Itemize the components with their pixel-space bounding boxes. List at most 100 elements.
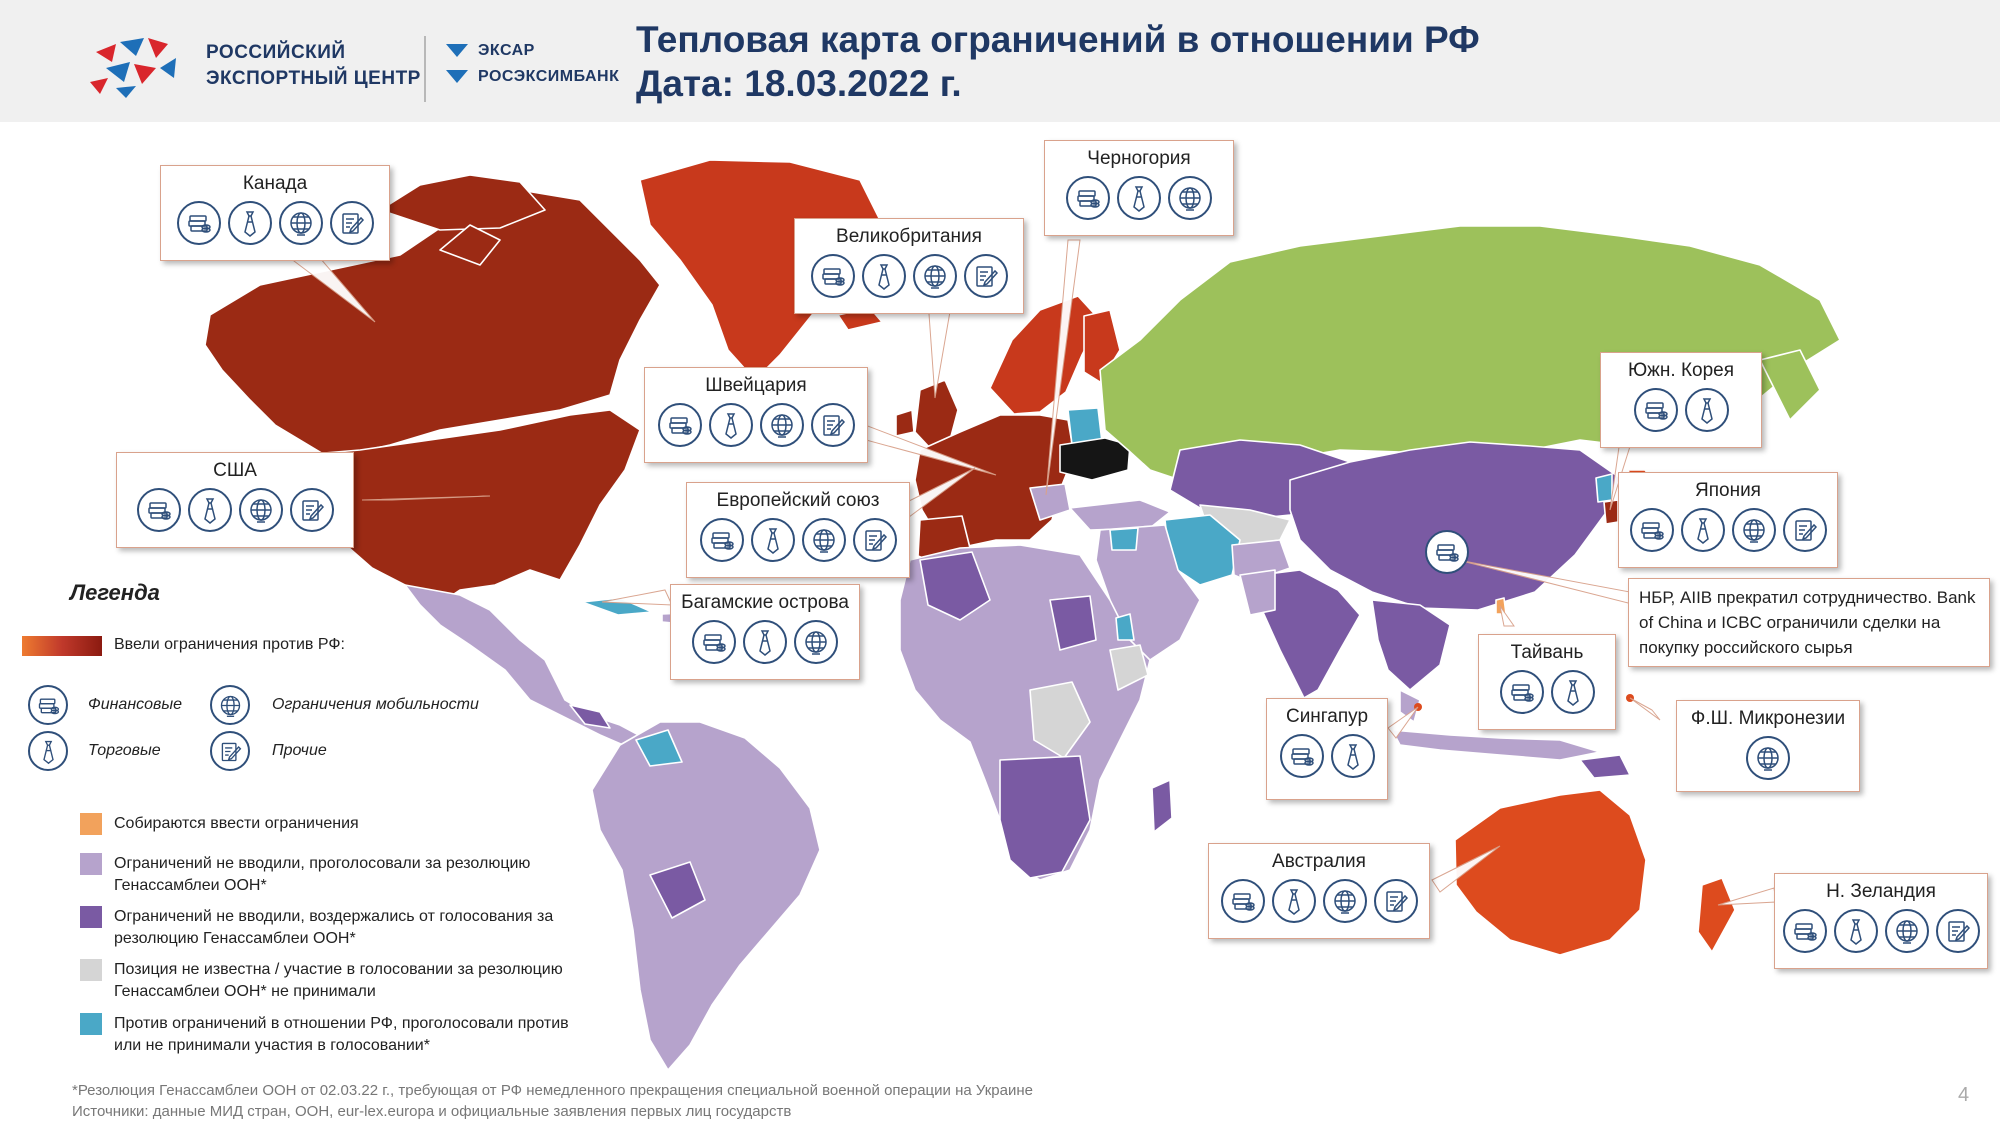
legend-financial	[28, 685, 68, 725]
region-turkey	[1069, 499, 1171, 531]
legend-trade	[28, 731, 68, 771]
partner-roseximbank-label: РОСЭКСИМБАНК	[478, 68, 620, 85]
org-name-line1: РОССИЙСКИЙ	[206, 42, 346, 63]
callout-uk-icons	[795, 254, 1023, 298]
org-name: РОССИЙСКИЙ ЭКСПОРТНЫЙ ЦЕНТР	[206, 40, 421, 92]
financial-icon	[657, 403, 702, 447]
mobility-icon	[1884, 909, 1929, 953]
region-eritrea	[1115, 613, 1135, 641]
mobility-icon	[1322, 879, 1367, 923]
callout-south-korea: Южн. Корея	[1600, 352, 1762, 448]
legend-title: Легенда	[70, 580, 160, 605]
other-icon	[852, 518, 897, 562]
trade-icon	[1680, 508, 1725, 552]
callout-australia-name: Австралия	[1272, 851, 1366, 872]
region-ukraine	[1059, 437, 1131, 481]
other-icon	[963, 254, 1008, 298]
leader-taiwan	[1499, 605, 1515, 627]
callout-switzerland-icons	[645, 403, 867, 447]
china-financial-icon	[1425, 530, 1469, 574]
callout-micronesia-name: Ф.Ш. Микронезии	[1690, 708, 1846, 729]
page-title: Тепловая карта ограничений в отношении Р…	[636, 18, 1480, 106]
callout-singapore-icons	[1267, 734, 1387, 778]
trade-icon	[708, 403, 753, 447]
financial-icon	[1629, 508, 1674, 552]
region-malaysia	[1399, 689, 1421, 723]
mobility-icon	[238, 488, 283, 532]
mobility-icon	[794, 620, 838, 664]
trade-icon	[1550, 670, 1595, 714]
legend-planning-label: Собираются ввести ограничения	[114, 815, 359, 832]
other-icon	[1935, 909, 1980, 953]
trade-icon	[1833, 909, 1878, 953]
callout-south-korea-icons	[1601, 388, 1761, 432]
callout-japan-name: Япония	[1695, 480, 1761, 501]
page-number: 4	[1958, 1084, 1970, 1106]
financial-icon	[1220, 879, 1265, 923]
region-canada-north	[379, 174, 546, 231]
callout-new-zealand-name: Н. Зеландия	[1826, 881, 1936, 902]
callout-montenegro-name: Черногория	[1087, 148, 1191, 169]
mobility-icon	[912, 254, 957, 298]
legend-mobility	[210, 685, 250, 725]
legend-financial-icon	[28, 685, 68, 725]
trade-icon	[1330, 734, 1375, 778]
financial-icon	[1782, 909, 1827, 953]
trade-icon	[1117, 176, 1161, 220]
trade-icon	[750, 518, 795, 562]
region-se-asia	[1371, 599, 1451, 691]
region-africa-east-unknown	[1109, 644, 1149, 691]
region-cuba	[581, 597, 653, 616]
china-note: НБР, AIIB прекратил сотрудничество. Bank…	[1628, 578, 1990, 667]
footnote: *Резолюция Генассамблеи ООН от 02.03.22 …	[72, 1080, 1033, 1122]
leader-montenegro	[1045, 239, 1081, 496]
callout-bahamas: Багамские острова	[670, 584, 860, 680]
footnote-resolution: *Резолюция Генассамблеи ООН от 02.03.22 …	[72, 1082, 1033, 1099]
legend-other-icon	[210, 731, 250, 771]
callout-usa-name: США	[213, 460, 257, 481]
region-bolivia	[649, 861, 706, 919]
callout-usa: США	[116, 452, 354, 548]
legend-trade-label: Торговые	[88, 742, 161, 759]
mobility-icon	[278, 201, 323, 245]
title-date: Дата: 18.03.2022 г.	[636, 63, 962, 104]
region-madagascar	[1151, 779, 1173, 833]
region-usa	[299, 409, 641, 611]
callout-eu-name: Европейский союз	[716, 490, 880, 511]
financial-icon	[699, 518, 744, 562]
financial-icon	[1279, 734, 1324, 778]
legend-mobility-icon	[210, 685, 250, 725]
financial-icon	[1633, 388, 1678, 432]
legend-financial-label: Финансовые	[88, 696, 183, 713]
legend-abstained-light-swatch	[80, 853, 102, 875]
financial-icon	[810, 254, 855, 298]
region-india	[1259, 569, 1361, 699]
callout-canada-icons	[161, 201, 389, 245]
roseximbank-logo-icon	[446, 70, 468, 84]
legend-sanctions-label: Ввели ограничения против РФ:	[114, 636, 345, 653]
leader-usa	[361, 495, 491, 501]
region-pakistan	[1239, 569, 1276, 616]
legend-planning-swatch	[80, 813, 102, 835]
region-balkans-light	[1029, 483, 1071, 521]
trade-icon	[1271, 879, 1316, 923]
mobility-icon	[1731, 508, 1776, 552]
callout-japan-icons	[1619, 508, 1837, 552]
callout-montenegro: Черногория	[1044, 140, 1234, 236]
partner-roseximbank: РОСЭКСИМБАНК	[446, 68, 619, 86]
financial-icon	[1499, 670, 1544, 714]
callout-uk: Великобритания	[794, 218, 1024, 314]
callout-eu-icons	[687, 518, 909, 562]
other-icon	[1782, 508, 1827, 552]
region-africa-north-dark	[919, 551, 991, 621]
region-ireland	[895, 409, 915, 437]
legend-other	[210, 731, 250, 771]
region-new-zealand	[1697, 877, 1736, 953]
legend-sanctions-gradient	[22, 636, 102, 656]
partner-exiar: ЭКСАР	[446, 42, 535, 60]
callout-singapore-name: Сингапур	[1285, 706, 1369, 727]
org-name-line2: ЭКСПОРТНЫЙ ЦЕНТР	[206, 68, 421, 89]
header-bar: РОССИЙСКИЙ ЭКСПОРТНЫЙ ЦЕНТР ЭКСАР РОСЭКС…	[0, 0, 2000, 122]
trade-icon	[227, 201, 272, 245]
region-africa-sahel-dark	[1049, 595, 1097, 651]
